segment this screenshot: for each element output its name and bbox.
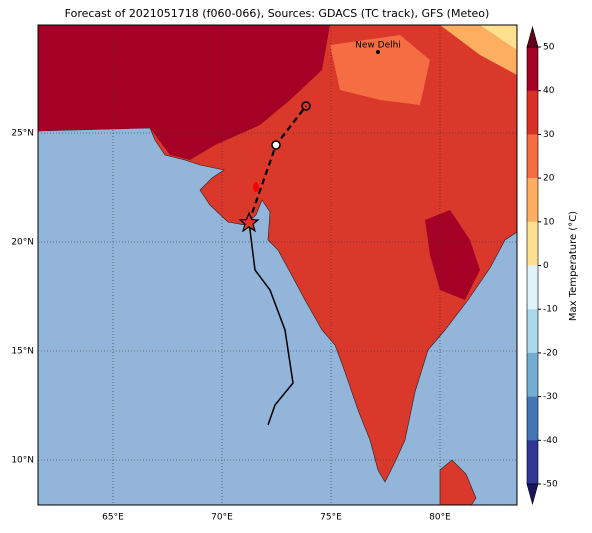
track-point: [271, 140, 281, 150]
colorbar-tick-label: 40: [543, 86, 555, 96]
colorbar-tick-label: 10: [543, 217, 555, 227]
lat-label: 20°N: [11, 238, 34, 248]
colorbar-tick-label: -30: [543, 392, 558, 402]
colorbar-band: [527, 221, 538, 266]
colorbar-tick-label: 20: [543, 174, 555, 184]
colorbar-band: [527, 396, 538, 441]
hot-region: [38, 25, 330, 160]
colorbar-band: [527, 178, 538, 223]
title: Forecast of 2021051718 (f060-066), Sourc…: [65, 7, 490, 20]
colorbar-tick-label: 0: [543, 261, 549, 271]
colorbar-tick-label: -10: [543, 305, 558, 315]
warm-region: [480, 25, 517, 50]
track-past: [248, 221, 294, 426]
colorbar-tick-label: 30: [543, 130, 555, 140]
map: New Delhi: [37, 24, 518, 506]
warm-region: [440, 25, 517, 75]
colorbar-tick-label: -50: [543, 480, 558, 490]
colorbar-band: [527, 265, 538, 310]
lon-label: 65°E: [102, 513, 124, 523]
colorbar-label: Max Temperature (°C): [568, 211, 579, 321]
colorbar-band: [527, 352, 538, 397]
track-point: [301, 101, 311, 111]
colorbar-extend: [526, 483, 539, 506]
warm-region: [330, 35, 430, 105]
colorbar-band: [527, 309, 538, 354]
colorbar-tick-label: -40: [543, 436, 558, 446]
colorbar-band: [527, 47, 538, 91]
map-frame: [37, 24, 518, 506]
lat-label: 15°N: [11, 347, 34, 357]
city-dot: [376, 50, 380, 54]
colorbar-band: [527, 134, 538, 179]
current-position: [238, 211, 260, 233]
colorbar-band: [527, 90, 538, 135]
city-label: New Delhi: [355, 41, 401, 51]
lat-label: 25°N: [11, 129, 34, 139]
lat-label: 10°N: [11, 456, 34, 466]
colorbar-extend: [526, 25, 539, 48]
cyclone-marker: [253, 182, 259, 192]
colorbar-tick-label: -20: [543, 348, 558, 358]
colorbar: 50 40 30 20 10 0 -10 -20 -30 -40 -50: [526, 25, 558, 506]
colorbar-band: [527, 440, 538, 485]
lon-label: 75°E: [320, 513, 342, 523]
hot-region: [425, 210, 480, 300]
land: [38, 25, 517, 483]
lon-label: 70°E: [211, 513, 233, 523]
lon-label: 80°E: [429, 513, 451, 523]
colorbar-tick-label: 50: [543, 43, 555, 53]
